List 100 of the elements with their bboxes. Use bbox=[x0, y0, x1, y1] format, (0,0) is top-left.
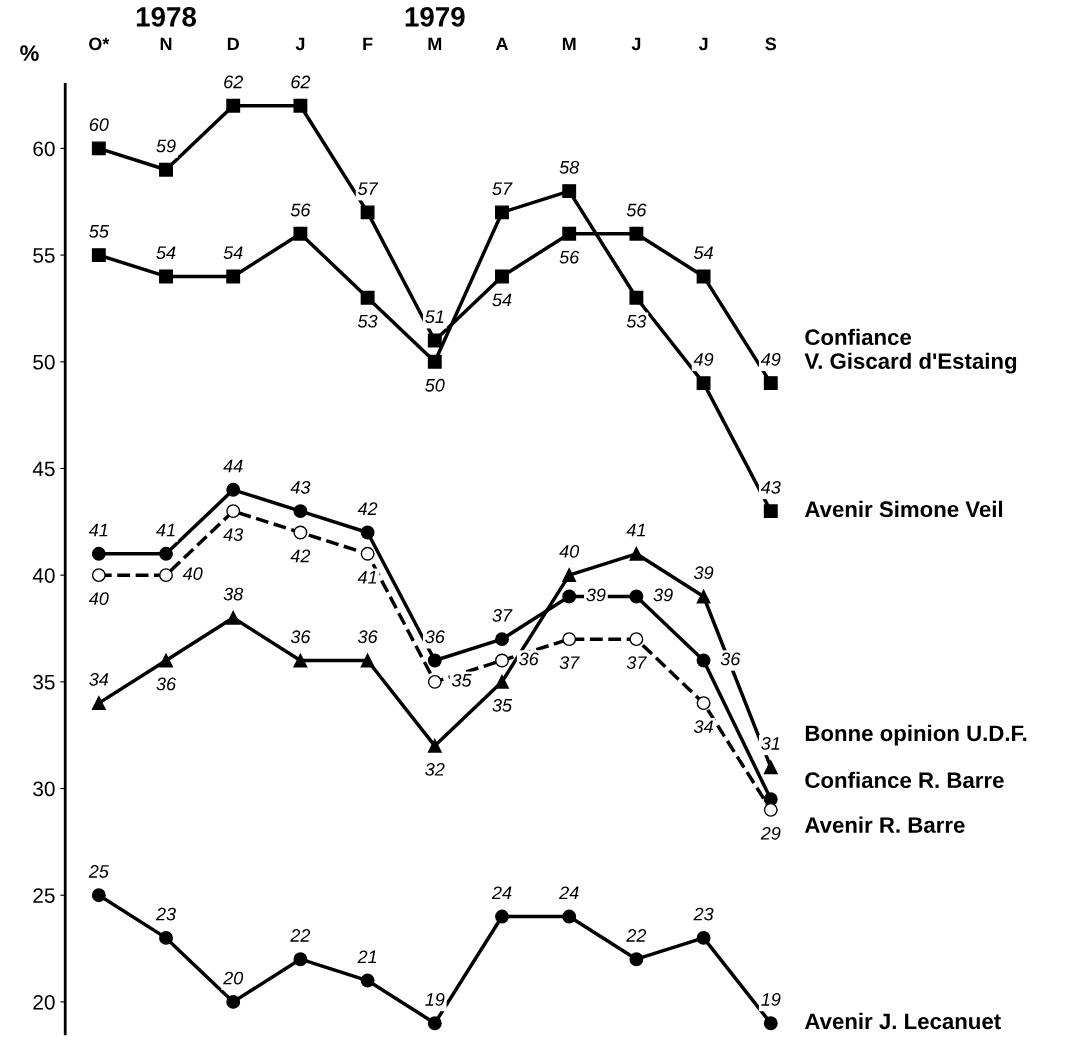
data-label: 19 bbox=[761, 993, 781, 1006]
data-label: 41 bbox=[88, 523, 108, 537]
data-label: 36 bbox=[290, 630, 311, 644]
point bbox=[696, 589, 711, 604]
x-tick-label: M bbox=[562, 37, 576, 51]
data-label: 40 bbox=[182, 567, 203, 580]
x-tick-label: J bbox=[631, 37, 641, 51]
data-label: 39 bbox=[653, 588, 673, 602]
point bbox=[629, 226, 644, 241]
point bbox=[495, 205, 509, 220]
point bbox=[763, 1016, 778, 1031]
y-tick-label: 45 bbox=[32, 461, 55, 477]
point bbox=[427, 674, 442, 689]
point bbox=[696, 376, 711, 391]
data-label: 57 bbox=[357, 182, 379, 196]
point bbox=[293, 504, 308, 519]
data-label: 44 bbox=[223, 459, 243, 473]
data-label: 37 bbox=[626, 656, 647, 670]
point bbox=[427, 354, 442, 369]
data-label: 54 bbox=[156, 246, 176, 260]
data-label: 34 bbox=[89, 673, 109, 686]
y-tick-label: 20 bbox=[33, 994, 55, 1010]
y-tick-label: 40 bbox=[32, 568, 55, 583]
text: 1978 bbox=[136, 7, 197, 27]
data-label: 42 bbox=[357, 502, 378, 515]
point bbox=[91, 888, 106, 903]
data-label: 53 bbox=[626, 314, 647, 328]
data-label: 35 bbox=[492, 698, 513, 712]
data-label: 24 bbox=[559, 886, 579, 899]
point bbox=[562, 568, 577, 583]
data-label: 31 bbox=[761, 737, 780, 750]
data-label: 43 bbox=[760, 480, 781, 494]
data-label: 42 bbox=[290, 549, 311, 563]
point bbox=[360, 525, 375, 540]
x-tick-label: N bbox=[160, 37, 172, 51]
point bbox=[360, 653, 375, 668]
x-tick-label: J bbox=[698, 37, 708, 51]
point bbox=[629, 546, 644, 561]
data-label: 54 bbox=[223, 246, 243, 260]
data-label: 49 bbox=[693, 352, 714, 366]
data-label: 41 bbox=[357, 571, 377, 584]
y-tick-label: 55 bbox=[33, 248, 55, 263]
point bbox=[360, 973, 375, 988]
point bbox=[696, 653, 711, 668]
x-tick-label: F bbox=[363, 37, 373, 51]
point bbox=[226, 482, 241, 497]
point bbox=[427, 333, 442, 348]
data-label: 56 bbox=[559, 250, 580, 264]
data-label: 56 bbox=[626, 203, 647, 217]
data-label: 22 bbox=[626, 929, 647, 942]
point bbox=[360, 290, 375, 305]
point bbox=[629, 589, 644, 604]
x-tick-label: D bbox=[227, 37, 239, 51]
data-label: 23 bbox=[693, 907, 714, 921]
point bbox=[629, 290, 644, 305]
x-tick-label: M bbox=[428, 37, 442, 51]
point bbox=[763, 504, 778, 519]
text: 1979 bbox=[405, 7, 465, 27]
data-label: 37 bbox=[492, 609, 513, 622]
data-label: 19 bbox=[425, 993, 445, 1006]
y-tick-label: 60 bbox=[33, 141, 55, 157]
point bbox=[159, 930, 173, 945]
series-label: Avenir J. Lecanuet bbox=[804, 1012, 1001, 1030]
point bbox=[629, 632, 644, 647]
data-label: 41 bbox=[626, 523, 645, 537]
data-label: 43 bbox=[290, 480, 311, 494]
data-label: 23 bbox=[155, 907, 176, 921]
data-label: 40 bbox=[88, 592, 109, 605]
point bbox=[91, 141, 106, 156]
data-label: 53 bbox=[357, 314, 378, 328]
series-label: Confiance R. Barre bbox=[805, 771, 1004, 789]
point bbox=[159, 269, 173, 284]
point bbox=[226, 269, 241, 284]
data-label: 36 bbox=[156, 677, 177, 691]
point bbox=[91, 248, 106, 263]
point bbox=[495, 269, 509, 284]
point bbox=[427, 653, 442, 668]
point bbox=[495, 674, 509, 689]
point bbox=[293, 98, 308, 113]
data-label: 62 bbox=[291, 75, 311, 89]
point bbox=[763, 802, 778, 817]
y-axis-title: % bbox=[20, 45, 39, 61]
data-label: 51 bbox=[425, 310, 444, 324]
data-label: 55 bbox=[89, 225, 109, 238]
point bbox=[159, 546, 173, 561]
point bbox=[360, 205, 375, 220]
point bbox=[159, 568, 173, 583]
point bbox=[562, 589, 577, 604]
data-label: 25 bbox=[88, 865, 109, 878]
x-tick-label: J bbox=[295, 37, 305, 51]
data-label: 34 bbox=[693, 720, 713, 734]
point bbox=[696, 269, 711, 284]
point bbox=[226, 610, 241, 625]
series-label: Avenir R. Barre bbox=[804, 816, 965, 833]
y-tick-label: 50 bbox=[33, 354, 55, 370]
data-label: 36 bbox=[519, 652, 539, 666]
data-label: 32 bbox=[425, 762, 445, 776]
point bbox=[427, 1016, 442, 1031]
data-label: 29 bbox=[760, 826, 781, 840]
point bbox=[293, 525, 308, 540]
